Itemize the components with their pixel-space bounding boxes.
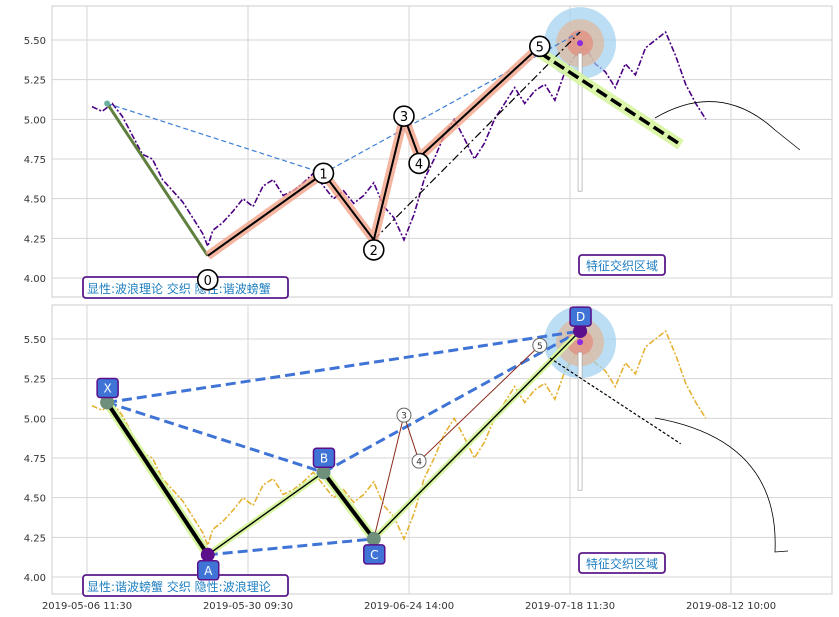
harmonic-label-text: X bbox=[104, 381, 112, 395]
harmonic-x-dot bbox=[104, 100, 111, 107]
top-panel: 4.00 4.25 4.50 4.75 5.00 5.25 5.50 特征交织区域显性:波浪理… bbox=[24, 5, 833, 299]
annotation-box bbox=[578, 552, 666, 574]
y-tick-label: 4.00 bbox=[24, 274, 46, 285]
projection-arc bbox=[654, 101, 801, 151]
wave-label-text: 3 bbox=[400, 110, 408, 125]
harmonic-label-text: B bbox=[320, 451, 328, 465]
annotation-text: 特征交织区域 bbox=[586, 258, 658, 273]
harmonic-xb-line bbox=[106, 102, 324, 174]
y-tick-label: 4.25 bbox=[24, 533, 46, 544]
zone-pointer bbox=[577, 351, 583, 491]
harmonic-dashed-line bbox=[322, 329, 581, 474]
harmonic-leg-line bbox=[321, 471, 376, 541]
wave-label-circle bbox=[312, 162, 335, 185]
legend-box bbox=[82, 276, 289, 299]
wave-small-circle bbox=[411, 453, 427, 469]
harmonic-label-text: A bbox=[204, 564, 213, 578]
plot-frame bbox=[51, 304, 833, 595]
wave-small-circle bbox=[396, 407, 412, 423]
legend-text: 显性:谐波螃蟹 交织 隐性:波浪理论 bbox=[87, 579, 271, 594]
legend-text: 显性:波浪理论 交织 隐性:谐波螃蟹 bbox=[87, 281, 271, 296]
wave-small-circle bbox=[532, 337, 548, 353]
plot-frame bbox=[51, 5, 833, 298]
wave-label-text: 4 bbox=[415, 157, 423, 172]
legend-box bbox=[82, 574, 289, 597]
harmonic-point-dot bbox=[573, 324, 588, 339]
x-tick-label: 2019-07-18 11:30 bbox=[525, 601, 615, 612]
harmonic-dashed-line bbox=[106, 329, 581, 404]
y-tick-label: 5.50 bbox=[24, 36, 46, 47]
x-tick-label: 2019-08-12 10:00 bbox=[686, 601, 776, 612]
wave-label-text: 1 bbox=[319, 167, 327, 182]
harmonic-label-text: C bbox=[370, 548, 378, 562]
wave-path bbox=[207, 45, 541, 257]
harmonic-label-box bbox=[363, 544, 386, 565]
wave-label-text: 0 bbox=[204, 274, 212, 289]
y-tick-label: 5.25 bbox=[24, 76, 46, 87]
wave-label-circle bbox=[393, 105, 415, 127]
price-series-line bbox=[91, 30, 707, 249]
harmonic-label-box bbox=[569, 306, 592, 327]
zone-center-dot bbox=[577, 339, 584, 346]
projection-line bbox=[538, 51, 682, 147]
bottom-panel: 4.00 4.25 4.50 4.75 5.00 5.25 5.50 特征交织区域显性:谐波螃… bbox=[24, 304, 833, 597]
zone-pointer bbox=[577, 52, 583, 192]
harmonic-label-box bbox=[96, 377, 119, 399]
y-tick-label: 5.00 bbox=[24, 115, 46, 126]
harmonic-dashed-line bbox=[207, 537, 374, 557]
harmonic-xa-line bbox=[105, 102, 210, 257]
harmonic-cd-line bbox=[373, 31, 581, 241]
projection-line bbox=[549, 357, 682, 445]
y-tick-label: 4.00 bbox=[24, 573, 46, 584]
y-tick-label: 4.25 bbox=[24, 234, 46, 245]
harmonic-point-dot bbox=[200, 547, 215, 562]
y-tick-label: 4.75 bbox=[24, 155, 46, 166]
wave-label-circle bbox=[408, 152, 430, 175]
wave-label-circle bbox=[529, 35, 551, 58]
x-tick-label: 2019-05-06 11:30 bbox=[42, 601, 132, 612]
harmonic-point-dot bbox=[316, 465, 331, 480]
x-tick-label: 2019-06-24 14:00 bbox=[364, 601, 454, 612]
harmonic-label-box bbox=[197, 560, 220, 581]
harmonic-point-dot bbox=[366, 531, 381, 546]
wave-label-circle bbox=[362, 239, 385, 261]
y-tick-label: 4.75 bbox=[24, 454, 46, 465]
wave-small-label: 3 bbox=[401, 412, 407, 422]
wave-overlay-line bbox=[373, 344, 541, 540]
x-axis: 2019-05-06 11:30 2019-05-30 09:30 2019-06-… bbox=[42, 601, 776, 612]
harmonic-point-dot bbox=[100, 395, 115, 410]
wave-label-text: 2 bbox=[370, 244, 378, 259]
harmonic-leg-line bbox=[373, 330, 581, 540]
wave-small-label: 4 bbox=[416, 458, 422, 468]
wave-label-text: 5 bbox=[536, 40, 544, 55]
y-tick-label: 5.25 bbox=[24, 375, 46, 386]
wave-small-label: 5 bbox=[537, 342, 543, 352]
y-tick-label: 4.50 bbox=[24, 494, 46, 505]
harmonic-dashed-line bbox=[106, 401, 324, 474]
zone-center-dot bbox=[577, 40, 584, 47]
y-tick-label: 5.50 bbox=[24, 335, 46, 346]
annotation-text: 特征交织区域 bbox=[586, 556, 658, 571]
x-tick-label: 2019-05-30 09:30 bbox=[203, 601, 293, 612]
harmonic-label-text: D bbox=[576, 310, 585, 324]
projection-arc bbox=[654, 417, 789, 553]
y-tick-label: 4.50 bbox=[24, 195, 46, 206]
annotation-box bbox=[578, 254, 666, 276]
y-tick-label: 5.00 bbox=[24, 414, 46, 425]
harmonic-label-box bbox=[312, 447, 336, 469]
harmonic-leg-line bbox=[207, 471, 324, 556]
harmonic-leg-line bbox=[105, 401, 210, 556]
wave-label-circle bbox=[196, 268, 219, 291]
